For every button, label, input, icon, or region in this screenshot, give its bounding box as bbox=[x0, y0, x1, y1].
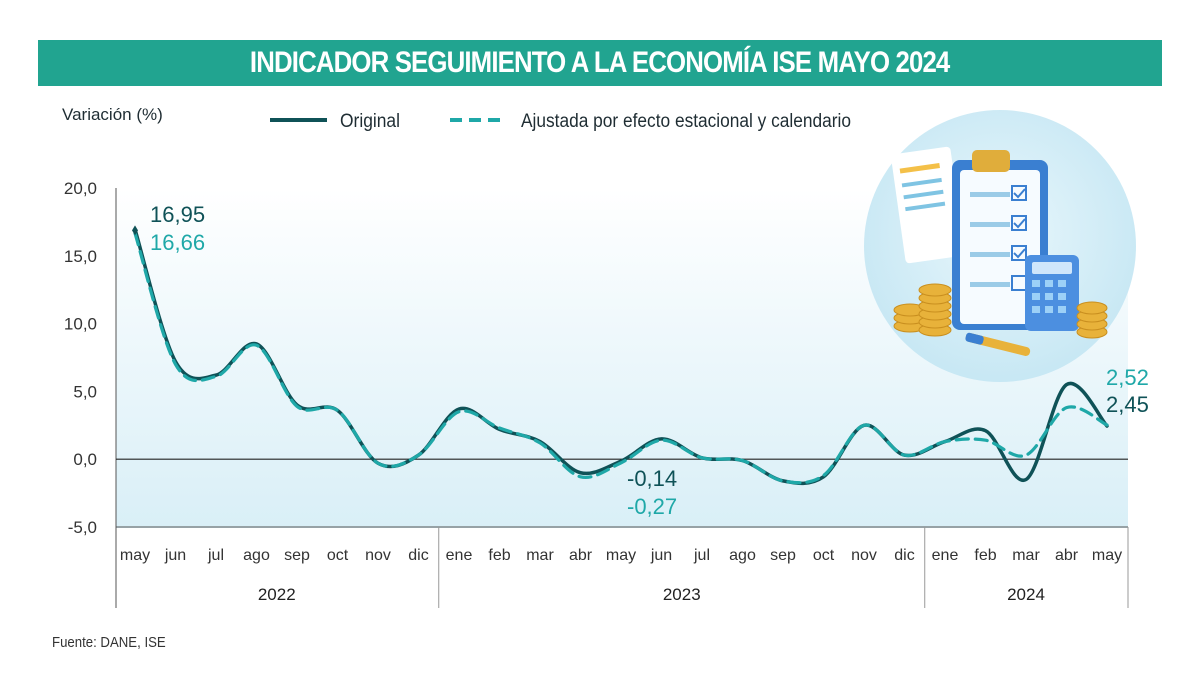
year-label: 2024 bbox=[1007, 585, 1045, 604]
x-tick-label: abr bbox=[569, 547, 593, 564]
legend-original-label: Original bbox=[340, 111, 400, 132]
clipboard-checklist-calculator-coins-icon bbox=[864, 110, 1136, 382]
x-tick-label: ago bbox=[729, 547, 756, 564]
data-label: -0,27 bbox=[627, 494, 677, 519]
chart-title-bar: INDICADOR SEGUIMIENTO A LA ECONOMÍA ISE … bbox=[38, 40, 1162, 86]
data-label: 16,66 bbox=[150, 230, 205, 255]
x-tick-label: jul bbox=[207, 547, 224, 564]
x-tick-label: ene bbox=[446, 547, 473, 564]
x-tick-label: jun bbox=[164, 547, 186, 564]
y-tick-label: 0,0 bbox=[73, 450, 97, 469]
x-tick-label: oct bbox=[813, 547, 835, 564]
x-tick-label: may bbox=[120, 547, 150, 564]
data-label: 2,52 bbox=[1106, 365, 1149, 390]
x-tick-label: dic bbox=[408, 547, 428, 564]
data-label: 2,45 bbox=[1106, 392, 1149, 417]
x-tick-label: ene bbox=[932, 547, 959, 564]
x-tick-label: abr bbox=[1055, 547, 1079, 564]
x-tick-label: ago bbox=[243, 547, 270, 564]
chart-title: INDICADOR SEGUIMIENTO A LA ECONOMÍA ISE … bbox=[250, 46, 950, 79]
year-label: 2022 bbox=[258, 585, 296, 604]
y-tick-label: 20,0 bbox=[64, 179, 97, 198]
y-tick-label: 10,0 bbox=[64, 315, 97, 334]
x-tick-label: mar bbox=[526, 547, 554, 564]
x-tick-label: feb bbox=[974, 547, 996, 564]
x-tick-label: sep bbox=[284, 547, 310, 564]
y-tick-label: -5,0 bbox=[68, 518, 97, 537]
x-tick-label: nov bbox=[851, 547, 877, 564]
x-tick-label: oct bbox=[327, 547, 349, 564]
source-note: Fuente: DANE, ISE bbox=[52, 634, 166, 651]
y-tick-label: 5,0 bbox=[73, 382, 97, 401]
x-tick-label: jun bbox=[650, 547, 672, 564]
x-tick-label: may bbox=[606, 547, 636, 564]
legend-adjusted-label: Ajustada por efecto estacional y calenda… bbox=[521, 111, 851, 132]
y-tick-label: 15,0 bbox=[64, 247, 97, 266]
x-tick-label: mar bbox=[1012, 547, 1040, 564]
data-label: -0,14 bbox=[627, 466, 677, 491]
x-tick-label: nov bbox=[365, 547, 391, 564]
x-tick-label: may bbox=[1092, 547, 1122, 564]
start-marker bbox=[132, 225, 138, 236]
year-label: 2023 bbox=[663, 585, 701, 604]
x-tick-label: jul bbox=[693, 547, 710, 564]
x-tick-label: sep bbox=[770, 547, 796, 564]
y-axis-label: Variación (%) bbox=[62, 105, 163, 124]
x-tick-label: feb bbox=[488, 547, 510, 564]
data-label: 16,95 bbox=[150, 202, 205, 227]
x-tick-label: dic bbox=[894, 547, 914, 564]
